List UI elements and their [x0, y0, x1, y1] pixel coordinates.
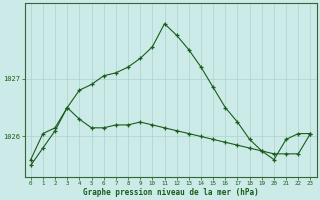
X-axis label: Graphe pression niveau de la mer (hPa): Graphe pression niveau de la mer (hPa)	[83, 188, 259, 197]
